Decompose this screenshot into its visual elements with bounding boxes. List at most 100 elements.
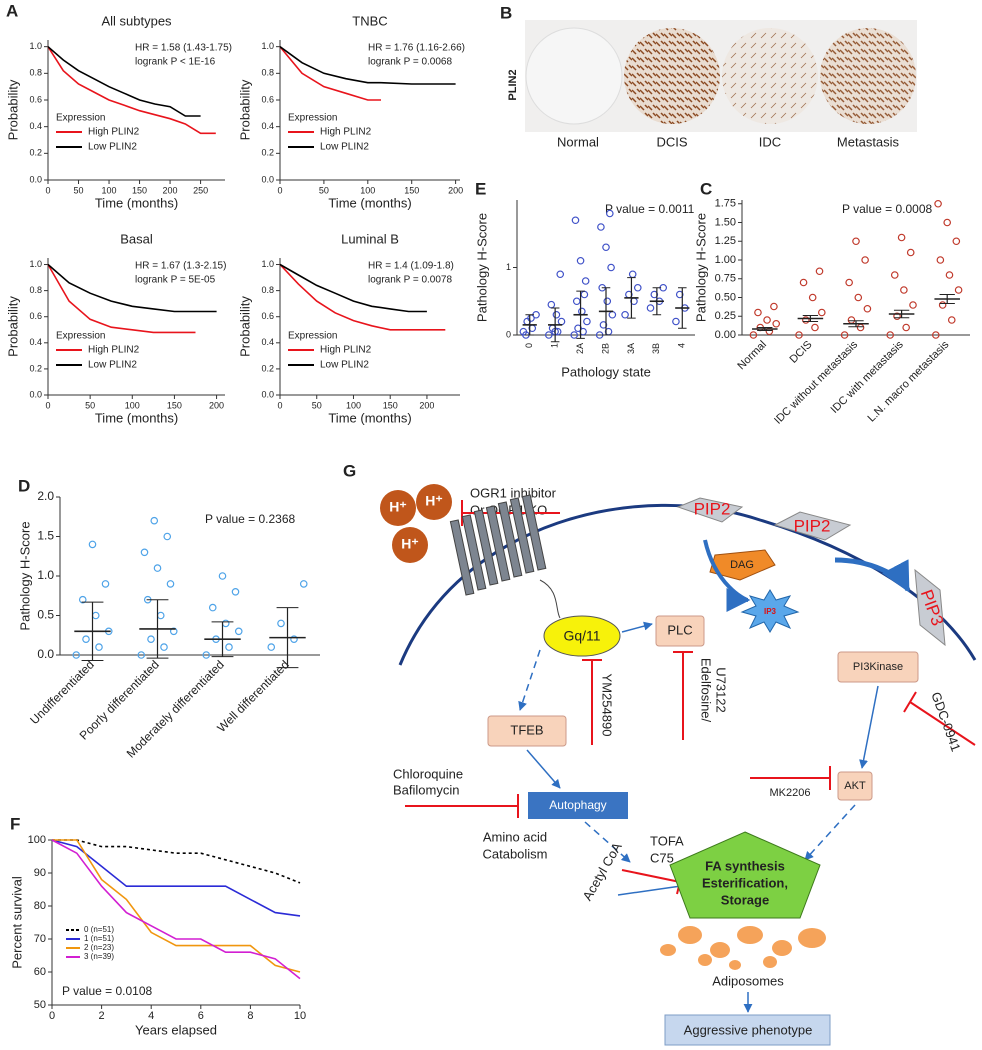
tissue-core	[820, 28, 916, 124]
data-point	[772, 319, 781, 328]
data-point	[571, 216, 580, 225]
data-point	[890, 271, 899, 279]
proton-label: H⁺	[401, 536, 419, 552]
proton	[392, 527, 428, 563]
data-point	[576, 256, 585, 265]
data-point	[802, 316, 810, 324]
x-tick-label: 200	[448, 185, 463, 195]
y-tick-label: 1.75	[715, 198, 736, 210]
data-point	[140, 548, 149, 557]
core-label: Metastasis	[837, 134, 900, 149]
data-point	[650, 290, 659, 299]
y-tick-label: 0.6	[261, 311, 274, 321]
data-point	[231, 587, 240, 596]
chart-title: Luminal B	[341, 231, 399, 246]
arrow	[617, 881, 689, 896]
data-point	[153, 564, 162, 572]
y-tick-label: 0.0	[37, 647, 54, 661]
y-tick-label: 0.6	[29, 94, 42, 104]
data-point	[863, 304, 872, 313]
data-point	[854, 293, 863, 302]
y-axis-title: Percent survival	[9, 876, 24, 969]
y-tick-label: 80	[34, 900, 46, 912]
y-tick-label: 1.0	[37, 568, 54, 582]
survival-line	[52, 839, 301, 973]
y-axis-title: Pathology H-Score	[17, 521, 32, 630]
y-tick-label: 0.2	[261, 363, 274, 373]
y-tick-label: 0.2	[29, 363, 42, 373]
inhibition	[750, 766, 831, 790]
chart: 0.0 0.2 0.4 0.6 0.8 1.0 Probability Basal HR = 1…	[5, 231, 226, 425]
survival-line	[51, 839, 301, 917]
data-point	[947, 316, 956, 324]
annotation: logrank P = 0.0078	[368, 275, 452, 286]
x-tick-label: 0	[277, 185, 282, 195]
x-tick-label: 50	[312, 400, 322, 410]
proton	[416, 484, 452, 520]
y-tick-label: 70	[34, 933, 46, 945]
data-point	[934, 199, 942, 208]
data-point	[597, 223, 605, 231]
y-tick-label: 0.4	[261, 121, 274, 131]
x-tick-label: 8	[247, 1010, 253, 1022]
data-point	[815, 267, 824, 276]
x-axis-title: Years elapsed	[135, 1022, 217, 1037]
arrow	[621, 621, 653, 633]
fa-label: FA synthesis	[705, 858, 785, 873]
data-point	[931, 331, 940, 339]
metabolite-label: Acetyl CoA	[580, 840, 625, 903]
y-tick-label: 0.0	[261, 174, 274, 184]
data-point	[208, 603, 217, 612]
legend-label: High PLIN2	[88, 345, 140, 356]
y-tick-label: 0.0	[261, 389, 274, 399]
core-label: Normal	[557, 134, 599, 149]
arrow	[859, 685, 879, 769]
core-label: IDC	[759, 134, 781, 149]
x-tick-label: 2A	[575, 343, 585, 354]
y-tick-label: 60	[34, 966, 46, 978]
data-point	[163, 532, 172, 541]
y-tick-label: 0.4	[261, 337, 274, 347]
x-tick-label: 10	[294, 1010, 306, 1022]
x-tick-label: Well differentiated	[214, 657, 292, 735]
arrow	[518, 649, 541, 711]
y-tick-label: 1.0	[29, 259, 42, 269]
x-tick-label: 100	[102, 185, 117, 195]
legend-label: High PLIN2	[320, 345, 372, 356]
y-tick-label: 0.8	[29, 68, 42, 78]
data-point	[799, 278, 808, 287]
x-tick-label: 200	[163, 185, 178, 195]
fa-label: Storage	[721, 892, 769, 907]
y-axis-title: Probability	[237, 296, 252, 357]
x-tick-label: 0	[45, 400, 50, 410]
tissue-core	[722, 28, 818, 124]
linker	[539, 579, 561, 619]
tfeb-label: TFEB	[510, 722, 543, 737]
y-tick-label: 1.0	[261, 259, 274, 269]
data-point	[954, 286, 963, 294]
data-point	[234, 627, 243, 636]
x-tick-label: 0	[49, 1010, 55, 1022]
pathway-label: Catabolism	[482, 846, 547, 861]
ip3-shape	[740, 589, 800, 633]
y-tick-label: 1.25	[715, 235, 736, 247]
x-tick-label: 50	[74, 185, 84, 195]
x-tick-label: L.N. macro metastasis	[866, 338, 952, 424]
data-point	[277, 619, 285, 628]
pip2-shape	[676, 497, 744, 523]
chart: 0.0 0.2 0.4 0.6 0.8 1.0 Probability Luminal B HR…	[237, 231, 460, 425]
gq-shape	[543, 615, 621, 657]
data-point	[572, 297, 581, 306]
drug-label: U73122	[714, 667, 729, 713]
data-point	[628, 270, 637, 279]
data-point	[225, 643, 233, 651]
data-point	[290, 635, 298, 644]
tfeb-box	[487, 715, 567, 747]
panel-label: A	[6, 1, 18, 20]
y-tick-label: 1.0	[29, 41, 42, 51]
x-axis-title: Time (months)	[95, 410, 178, 425]
akt-box	[837, 771, 873, 801]
data-point	[817, 308, 826, 317]
